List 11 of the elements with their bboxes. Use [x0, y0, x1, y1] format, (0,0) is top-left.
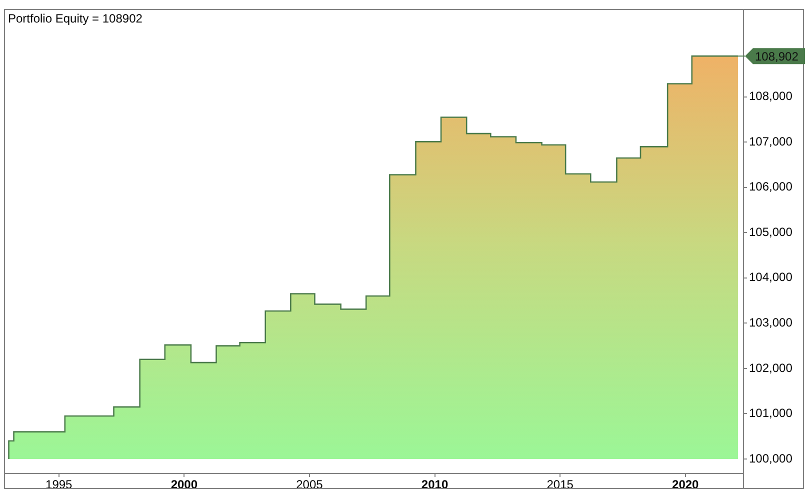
y-tick-label: 104,000	[749, 270, 793, 284]
y-tick-label: 102,000	[749, 360, 793, 375]
y-tick-label: 103,000	[749, 316, 793, 330]
chart-title: Portfolio Equity = 108902	[8, 11, 143, 26]
y-tick-label: 106,000	[749, 180, 793, 194]
y-tick-label: 100,000	[749, 451, 793, 466]
y-tick-label: 107,000	[749, 134, 793, 148]
annotation: 108,902	[755, 49, 799, 64]
y-tick-label: 101,000	[749, 406, 793, 420]
y-tick-label: 105,000	[749, 224, 793, 239]
y-tick-label: 108,000	[749, 89, 793, 104]
